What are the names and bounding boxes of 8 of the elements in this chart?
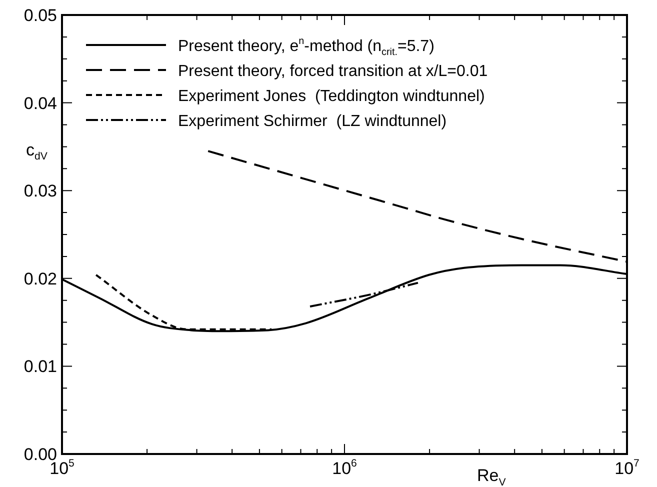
y-tick-label: 0.03	[24, 182, 58, 201]
y-tick-label: 0.02	[24, 269, 58, 288]
y-tick-label: 0.04	[24, 94, 58, 113]
legend-label: Experiment Schirmer (LZ windtunnel)	[178, 113, 447, 130]
y-tick-label: 0.05	[24, 6, 58, 25]
legend-label: Present theory, forced transition at x/L=0.01	[178, 63, 488, 80]
y-tick-label: 0.01	[24, 357, 58, 376]
legend-label: Experiment Jones (Teddington windtunnel)	[178, 88, 485, 105]
